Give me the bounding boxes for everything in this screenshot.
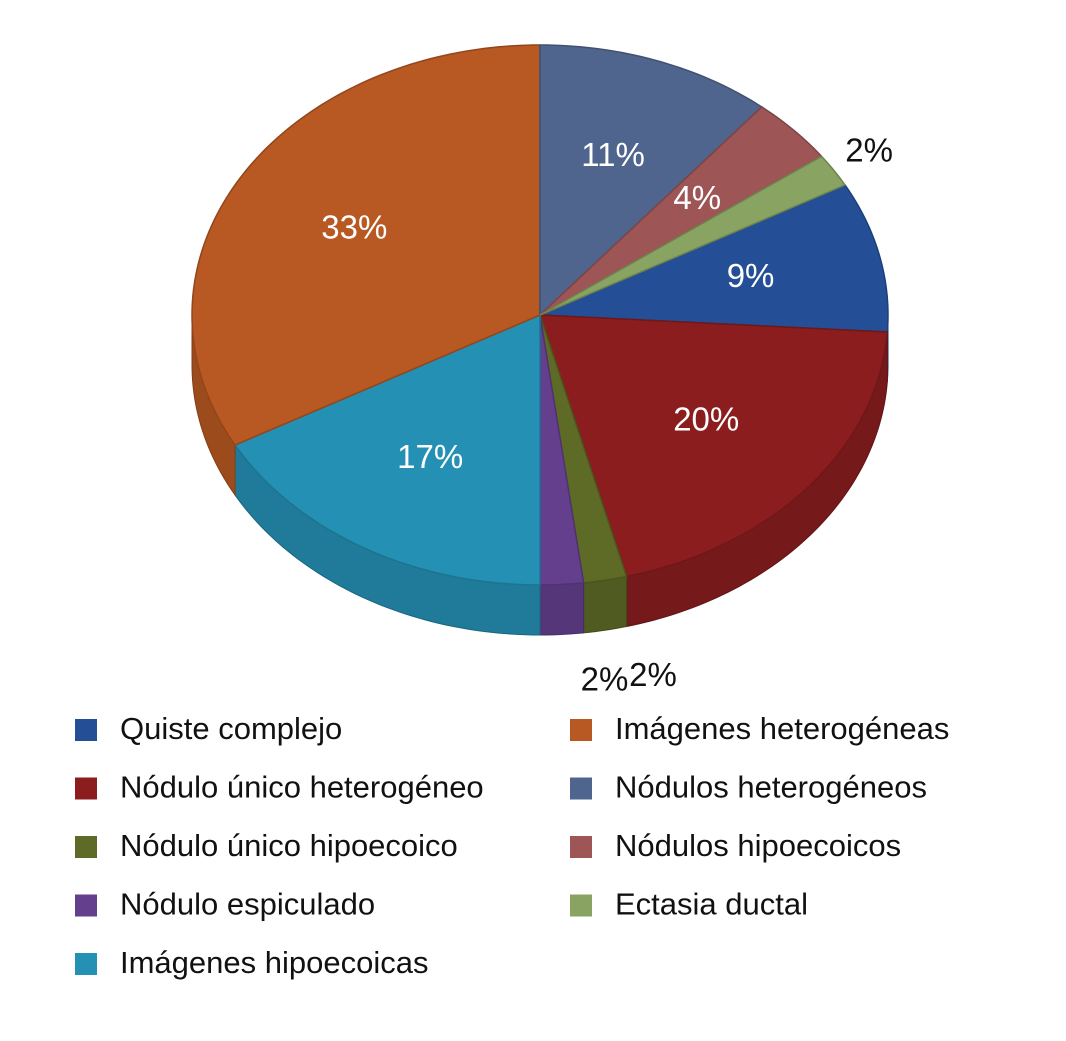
legend-label: Nódulo único hipoecoico xyxy=(120,828,458,863)
legend-swatch xyxy=(75,953,97,975)
legend-label: Quiste complejo xyxy=(120,711,342,746)
data-label: 2% xyxy=(845,132,893,169)
legend-swatch xyxy=(570,719,592,741)
legend-swatch xyxy=(570,777,592,800)
slice xyxy=(191,44,541,447)
slice xyxy=(233,313,541,586)
legend-label: Imágenes hipoecoicas xyxy=(120,945,428,980)
data-label: 20% xyxy=(673,400,739,437)
legend-label: Nódulo único heterogéneo xyxy=(120,770,484,805)
slice xyxy=(539,314,628,584)
legend-label: Nódulos heterogéneos xyxy=(615,770,927,805)
data-label: 9% xyxy=(727,257,775,294)
slice xyxy=(539,44,764,317)
legend-label: Nódulos hipoecoicos xyxy=(615,828,901,863)
legend-swatch xyxy=(75,719,97,741)
data-label: 11% xyxy=(581,136,645,173)
data-label: 2% xyxy=(629,656,677,693)
data-label: 4% xyxy=(673,179,721,216)
slice xyxy=(539,106,823,316)
legend-label: Nódulo espiculado xyxy=(120,887,375,922)
legend-label: Imágenes heterogéneas xyxy=(615,711,949,746)
data-label: 2% xyxy=(581,661,629,698)
slice xyxy=(539,155,847,316)
legend-swatch xyxy=(75,777,97,800)
slice-side xyxy=(583,575,628,634)
slice xyxy=(539,314,585,586)
legend-swatch xyxy=(75,836,97,858)
legend-swatch xyxy=(570,894,592,917)
legend-swatch xyxy=(570,836,592,858)
legend-label: Ectasia ductal xyxy=(615,887,808,922)
slice xyxy=(538,314,889,578)
data-label: 17% xyxy=(397,438,463,475)
slice-side xyxy=(539,582,585,636)
data-label: 33% xyxy=(321,209,387,246)
legend-swatch xyxy=(75,894,97,917)
slice xyxy=(539,183,889,333)
